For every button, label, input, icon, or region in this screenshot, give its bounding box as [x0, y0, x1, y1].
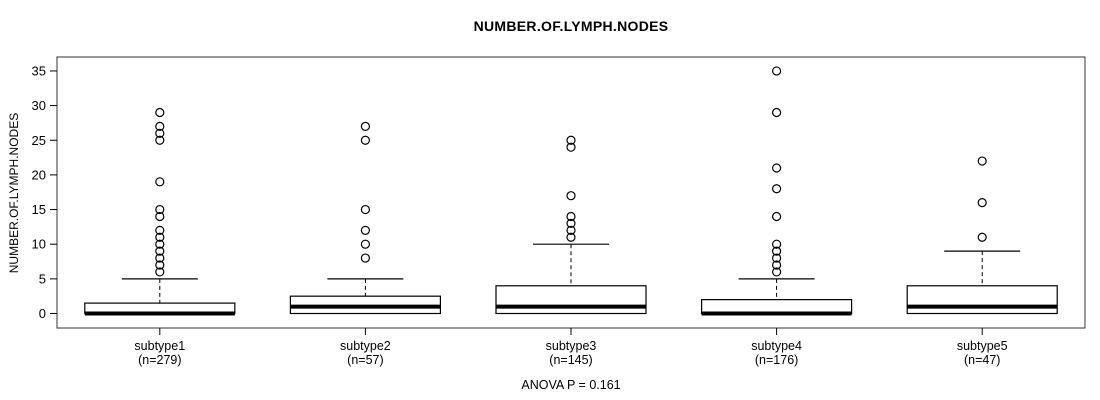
- y-tick-label: 25: [32, 133, 46, 148]
- outlier-point: [566, 142, 576, 152]
- outlier-point: [771, 211, 782, 222]
- group-sublabel: (n=47): [964, 353, 1000, 367]
- outlier-point: [566, 232, 576, 242]
- y-tick-label: 20: [32, 167, 46, 182]
- outlier-point: [155, 253, 165, 263]
- outlier-point: [155, 128, 165, 138]
- outlier-point: [155, 121, 165, 131]
- iqr-box: [906, 285, 1058, 315]
- group-label: subtype4: [751, 339, 802, 353]
- outlier-point: [977, 198, 987, 208]
- group-sublabel: (n=57): [347, 353, 383, 367]
- outlier-point: [155, 260, 165, 270]
- outlier-point: [566, 135, 576, 145]
- outlier-point: [771, 163, 782, 173]
- outlier-point: [566, 191, 576, 201]
- outlier-point: [566, 225, 576, 235]
- outlier-point: [566, 211, 576, 222]
- outlier-point: [360, 225, 370, 235]
- outlier-point: [155, 135, 165, 145]
- group-label: subtype3: [546, 339, 597, 353]
- y-tick-label: 10: [32, 237, 46, 252]
- outlier-point: [155, 107, 165, 118]
- outlier-point: [771, 253, 782, 263]
- group-sublabel: (n=145): [549, 353, 592, 367]
- outlier-point: [771, 66, 782, 76]
- outlier-point: [155, 232, 165, 242]
- outlier-point: [771, 107, 782, 118]
- outlier-point: [155, 246, 165, 256]
- outlier-point: [771, 239, 782, 249]
- outlier-point: [360, 239, 370, 249]
- outlier-point: [360, 204, 370, 215]
- outlier-point: [977, 156, 987, 166]
- outlier-point: [155, 239, 165, 249]
- iqr-box: [700, 299, 853, 315]
- outlier-point: [771, 260, 782, 270]
- chart-title: NUMBER.OF.LYMPH.NODES: [473, 18, 669, 34]
- outlier-point: [155, 177, 165, 187]
- outlier-point: [360, 253, 370, 263]
- outlier-point: [977, 232, 987, 242]
- group-label: subtype1: [134, 339, 185, 353]
- iqr-box: [495, 285, 647, 315]
- y-tick-label: 35: [32, 63, 46, 78]
- group-label: subtype5: [957, 339, 1008, 353]
- anova-annotation: ANOVA P = 0.161: [521, 378, 621, 392]
- outlier-point: [771, 267, 782, 277]
- y-tick-label: 5: [39, 271, 46, 286]
- outlier-point: [155, 267, 165, 277]
- group-sublabel: (n=176): [755, 353, 798, 367]
- group-sublabel: (n=279): [138, 353, 181, 367]
- group-label: subtype2: [340, 339, 391, 353]
- outlier-point: [360, 121, 370, 131]
- outlier-point: [155, 204, 165, 215]
- outlier-point: [155, 211, 165, 222]
- outlier-point: [155, 225, 165, 235]
- outlier-point: [566, 218, 576, 229]
- y-tick-label: 30: [32, 98, 46, 113]
- y-tick-label: 15: [32, 202, 46, 217]
- outlier-point: [771, 184, 782, 194]
- outlier-point: [771, 246, 782, 256]
- outlier-point: [360, 135, 370, 145]
- y-tick-label: 0: [39, 306, 46, 321]
